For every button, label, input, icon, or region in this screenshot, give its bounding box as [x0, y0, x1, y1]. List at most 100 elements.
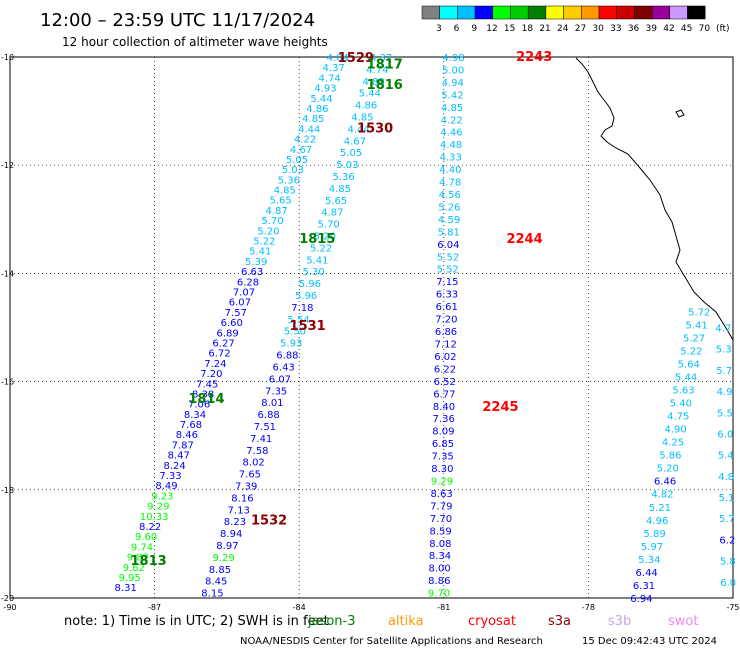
wave-height-value: 5.63	[672, 385, 694, 396]
wave-height-value: 5.70	[261, 216, 283, 227]
wave-height-value: 8.24	[163, 461, 185, 472]
wave-height-value: 5.93	[280, 339, 302, 350]
track-label: 1815	[299, 232, 335, 247]
wave-height-value: 6.28	[237, 277, 259, 288]
wave-height-value: 7.35	[265, 386, 287, 397]
wave-height-value: 4.59	[438, 215, 460, 226]
colorbar-swatch	[421, 5, 440, 20]
wave-height-value: 4.85	[274, 186, 296, 197]
wave-height-value: 5.20	[314, 232, 336, 243]
wave-height-value: 5.00	[442, 65, 464, 76]
plot-area: 4.044.374.744.935.444.864.854.444.224.67…	[9, 50, 736, 605]
wave-height-value: 4.87	[265, 206, 287, 217]
wave-height-value: 5.1	[719, 493, 735, 504]
wave-height-value: 5.05	[286, 155, 308, 166]
wave-height-value: 7.20	[200, 369, 222, 380]
wave-height-value: 5.70	[318, 220, 340, 231]
wave-height-value: 9.29	[431, 476, 453, 487]
wave-height-value: 6.88	[276, 351, 298, 362]
colorbar-label: 18	[522, 24, 534, 34]
wave-height-value: 6.60	[221, 318, 243, 329]
wave-height-value: 5.44	[310, 94, 332, 105]
wave-height-value: 6.0	[720, 578, 736, 589]
wave-height-value: 8.46	[176, 430, 198, 441]
wave-height-value: 8.09	[432, 427, 454, 438]
credit-line: NOAA/NESDIS Center for Satellite Applica…	[240, 636, 543, 647]
wave-height-value: 7.18	[291, 303, 313, 314]
wave-height-value: 4.75	[667, 412, 689, 423]
wave-height-value: 5.20	[257, 226, 279, 237]
wave-height-value: 6.2	[719, 535, 735, 546]
wave-height-value: 5.41	[306, 255, 328, 266]
x-tick-label: -81	[437, 603, 450, 612]
wave-height-value: 8.16	[231, 493, 253, 504]
wave-height-value: 8.30	[431, 464, 453, 475]
y-tick-label: -16	[1, 378, 14, 387]
wave-height-value: 5.64	[678, 359, 700, 370]
wave-height-value: 5.81	[438, 227, 460, 238]
wave-height-value: 9.23	[151, 491, 173, 502]
wave-height-value: 6.86	[435, 327, 457, 338]
colorbar-label: 30	[592, 24, 604, 34]
colorbar-label: 27	[575, 24, 586, 34]
wave-height-value: 4.33	[440, 153, 462, 164]
wave-height-value: 5.54	[288, 315, 310, 326]
wave-height-value: 4.46	[440, 128, 462, 139]
wave-height-value: 4.85	[441, 103, 463, 114]
wave-height-value: 4.22	[441, 115, 463, 126]
x-tick-label: -87	[148, 603, 161, 612]
wave-height-value: 5.26	[438, 202, 460, 213]
wave-height-value: 4.88	[363, 77, 385, 88]
wave-height-value: 6.89	[217, 328, 239, 339]
wave-height-value: 5.03	[336, 160, 358, 171]
satellite-legend-item: altika	[388, 614, 424, 629]
wave-height-value: 5.96	[299, 279, 321, 290]
wave-height-value: 7.87	[172, 440, 194, 451]
x-tick-label: -84	[293, 603, 306, 612]
wave-height-value: 9.62	[123, 563, 145, 574]
wave-height-value: 5.72	[688, 307, 710, 318]
colorbar-units-label: (ft)	[716, 24, 730, 34]
generation-timestamp: 15 Dec 09:42:43 UTC 2024	[582, 636, 717, 647]
wave-height-value: 7.68	[180, 420, 202, 431]
wave-height-value: 4.44	[348, 124, 370, 135]
wave-height-value: 4.44	[298, 124, 320, 135]
wave-height-value: 4.87	[321, 208, 343, 219]
wave-height-value: 5.27	[683, 333, 705, 344]
wave-height-value: 7.06	[188, 400, 210, 411]
chart-header: 12:00 – 23:59 UTC 11/17/2024 12 hour col…	[40, 5, 730, 49]
wave-height-value: 5.36	[278, 175, 300, 186]
wave-height-value: 7.45	[196, 379, 218, 390]
y-tick-label: -10	[1, 53, 14, 62]
wave-height-value: 4.74	[366, 65, 388, 76]
satellite-legend-item: jason-3	[307, 614, 356, 629]
wave-height-value: 4.93	[314, 84, 336, 95]
track-label: 2244	[506, 232, 542, 247]
wave-height-value: 4.74	[318, 73, 340, 84]
wave-height-value: 8.00	[429, 564, 451, 575]
wave-height-value: 8.97	[216, 541, 238, 552]
colorbar-label: 39	[646, 24, 658, 34]
wave-height-value: 6.31	[633, 581, 655, 592]
wave-height-value: 4.67	[344, 136, 366, 147]
wave-height-value: 8.38	[192, 389, 214, 400]
y-axis-ticks: -10 -12 -14 -16 -18 -20	[1, 53, 14, 603]
wave-height-value: 5.8	[720, 557, 736, 568]
y-tick-label: -18	[1, 486, 14, 495]
wave-height-value: 4.22	[294, 135, 316, 146]
wave-height-value: 5.22	[310, 243, 332, 254]
wave-height-value: 6.52	[434, 377, 456, 388]
satellite-legend-item: swot	[668, 614, 698, 629]
wave-height-value: 5.34	[638, 555, 660, 566]
wave-height-value: 8.34	[184, 410, 206, 421]
colorbar-swatch	[651, 5, 671, 20]
wave-height-value: 4.86	[306, 104, 328, 115]
colorbar-label: 9	[471, 24, 477, 34]
wave-height-value: 5.7	[716, 366, 732, 377]
wave-height-value: 8.40	[433, 402, 455, 413]
wave-height-value: 5.05	[340, 148, 362, 159]
wave-height-value: 8.86	[428, 576, 450, 587]
colorbar-swatch	[439, 5, 458, 20]
colorbar-swatch	[474, 5, 494, 20]
wave-height-value: 10.33	[140, 512, 169, 523]
